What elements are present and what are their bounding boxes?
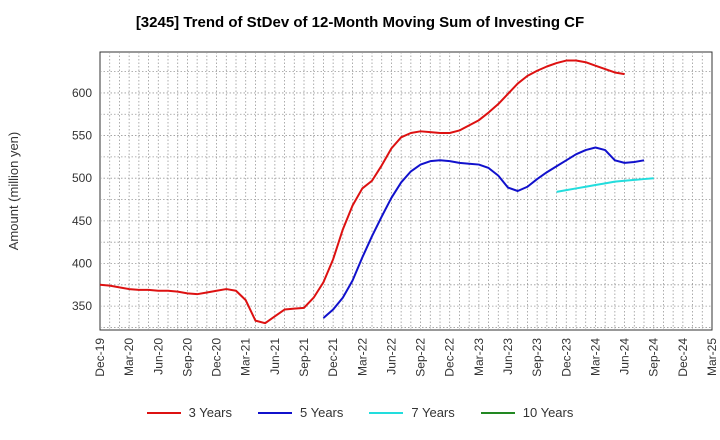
grid-lines [100,52,712,330]
x-tick-label: Jun-23 [501,338,515,375]
legend-item: 3 Years [146,405,232,420]
x-tick-label: Dec-19 [93,338,107,377]
plot-area [99,51,713,331]
legend-label: 5 Years [300,405,344,420]
legend-item: 5 Years [258,405,343,420]
legend-swatch [258,411,292,414]
x-tick-label: Jun-21 [268,338,282,375]
legend-swatch [480,411,515,414]
x-tick-label: Mar-22 [355,338,369,376]
x-tick-label: Jun-22 [384,338,398,375]
chart-title: [3245] Trend of StDev of 12-Month Moving… [135,14,585,31]
x-tick-label: Dec-21 [326,338,340,377]
y-tick-label: 450 [72,214,92,228]
x-tick-label: Sep-21 [297,338,311,377]
x-tick-label: Dec-20 [210,338,224,377]
legend-swatch [369,411,404,414]
legend: 3 Years 5 Years 7 Years 10 Years [0,405,720,420]
y-tick-label: 350 [72,299,92,313]
legend-label: 3 Years [188,405,232,420]
x-tick-label: Dec-23 [559,338,573,377]
series-line-5-years [322,146,645,319]
series-lines [99,59,654,325]
x-tick-label: Sep-23 [530,338,544,377]
x-tick-labels: Dec-19 Mar-20 Jun-20 Sep-20 Dec-20 Mar-21 Jun-… [93,338,719,377]
y-tick-label: 600 [72,86,92,100]
x-tick-label: Mar-21 [239,338,253,376]
x-tick-label: Dec-24 [676,338,690,377]
x-tick-label: Mar-23 [472,338,486,376]
y-axis-title: Amount (million yen) [6,132,21,251]
legend-item: 7 Years [369,405,455,420]
legend-label: 10 Years [522,405,574,420]
y-tick-label: 400 [72,256,92,270]
x-tick-label: Sep-24 [647,338,661,377]
x-tick-label: Jun-20 [151,338,165,375]
legend-item: 10 Years [480,405,574,420]
x-tick-label: Sep-20 [180,338,194,377]
series-line-7-years [556,177,654,193]
x-tick-label: Dec-22 [443,338,457,377]
series-line-3-years [99,59,625,325]
y-tick-label: 550 [72,129,92,143]
x-tick-label: Mar-20 [122,338,136,376]
x-tick-label: Sep-22 [414,338,428,377]
x-tick-label: Mar-25 [705,338,719,376]
x-tick-label: Jun-24 [618,338,632,375]
legend-label: 7 Years [411,405,455,420]
legend-swatch [146,411,181,414]
y-tick-label: 500 [72,171,92,185]
x-tick-label: Mar-24 [588,338,602,376]
y-tick-labels: 350 400 450 500 550 600 [72,86,92,313]
